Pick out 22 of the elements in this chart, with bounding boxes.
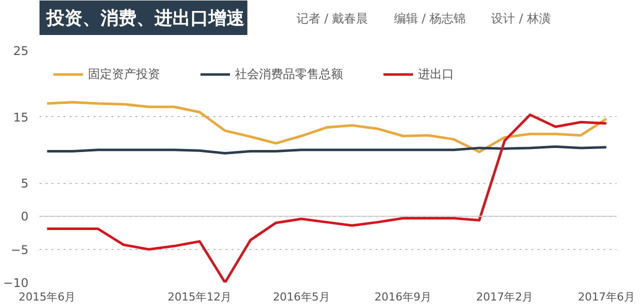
y-tick-label: 5 <box>20 176 29 191</box>
x-tick-label: 2015年6月 <box>18 290 76 304</box>
x-tick-label: 2015年12月 <box>168 290 232 304</box>
line-series <box>46 145 608 154</box>
x-tick-label: 2017年2月 <box>476 290 534 304</box>
y-tick-label: 0 <box>20 210 29 224</box>
legend-label: 社会消费品零售总额 <box>235 66 343 82</box>
y-tick-label: −5 <box>10 242 29 257</box>
y-tick-label: −10 <box>3 276 29 290</box>
text: 编辑 / 杨志锦 <box>394 12 466 26</box>
legend-label: 进出口 <box>418 66 454 82</box>
x-tick-label: 2016年5月 <box>272 290 330 304</box>
legend-label: 固定资产投资 <box>88 66 160 82</box>
line-series <box>46 100 608 154</box>
text: 设计 / 林潢 <box>491 12 551 26</box>
chart-title: 投资、消费、进出口增速 <box>46 8 245 29</box>
line-series <box>46 114 608 282</box>
text: 记者 / 戴春晨 <box>296 12 368 26</box>
x-tick-label: 2016年9月 <box>374 290 432 304</box>
y-tick-label: 15 <box>13 110 29 124</box>
x-tick-label: 2017年6月 <box>578 290 635 304</box>
y-tick-label: 25 <box>13 44 29 58</box>
